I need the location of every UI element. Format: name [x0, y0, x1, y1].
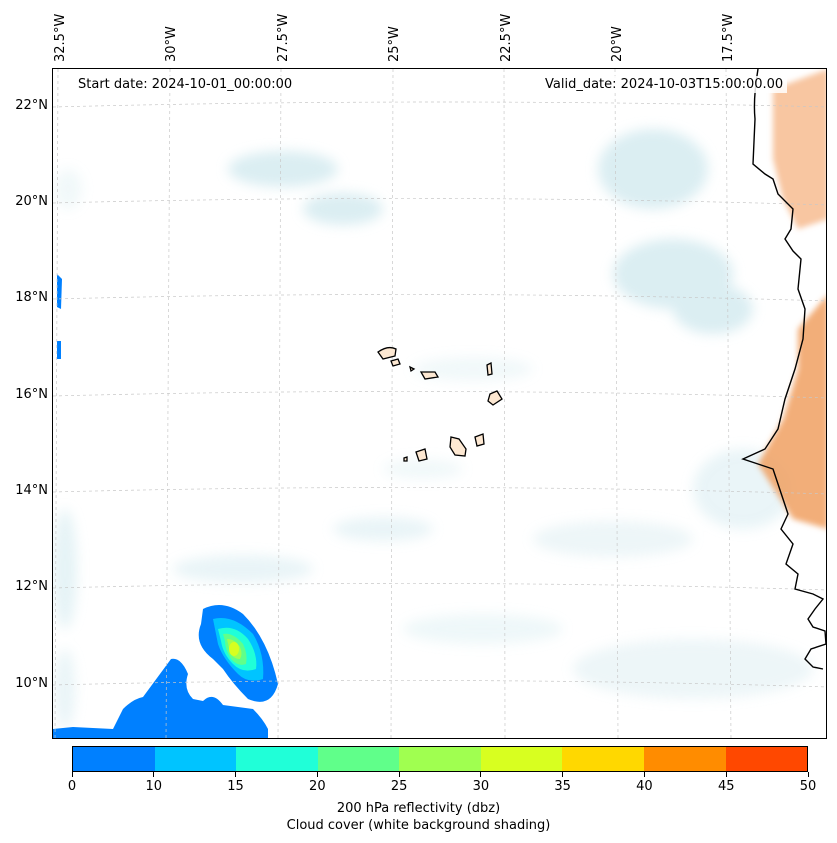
lon-label-17-5w: 17.5°W [721, 13, 736, 62]
map-canvas [53, 69, 826, 738]
colorbar-tick-label: 20 [309, 779, 326, 794]
island-sal [486, 361, 493, 376]
colorbar-segment-6 [562, 747, 644, 771]
valid-date-label: Valid_date: 2024-10-03T15:00:00.00 [541, 76, 788, 93]
colorbar-tick-label: 35 [554, 779, 571, 794]
colorbar-tick-mark [562, 772, 564, 777]
colorbar-sublabel: Cloud cover (white background shading) [286, 818, 551, 833]
lon-label-20w: 20°W [610, 26, 625, 62]
island-brava [403, 456, 408, 462]
lon-label-27-5w: 27.5°W [276, 13, 291, 62]
colorbar-tick-mark [725, 772, 727, 777]
reflectivity-colorbar [72, 746, 808, 772]
lat-label-12n: 12°N [15, 579, 48, 594]
island-fogo [415, 448, 428, 462]
colorbar-tick-label: 10 [145, 779, 163, 794]
colorbar-tick-label: 45 [717, 779, 735, 794]
colorbar-segment-7 [643, 747, 726, 771]
colorbar-segment-0 [73, 747, 155, 771]
graticule [53, 69, 826, 738]
colorbar-tick-mark [643, 772, 645, 777]
colorbar-tick-mark [235, 772, 237, 777]
colorbar-label: 200 hPa reflectivity (dbz) [336, 801, 501, 816]
colorbar-tick-label: 50 [799, 779, 817, 794]
colorbar-tick-mark [316, 772, 318, 777]
colorbar-tick-label: 30 [472, 779, 490, 794]
lon-label-25w: 25°W [387, 26, 402, 62]
colorbar-segment-1 [154, 747, 237, 771]
colorbar-tick-mark [71, 772, 73, 777]
lat-label-10n: 10°N [15, 676, 48, 691]
colorbar-segment-5 [480, 747, 563, 771]
colorbar-segment-3 [317, 747, 400, 771]
colorbar-tick-label: 40 [636, 779, 653, 794]
reflectivity-contours [53, 274, 278, 738]
start-date-label: Start date: 2024-10-01_00:00:00 [74, 76, 297, 93]
island-boa-vista [487, 390, 503, 406]
island-santa-luzia [409, 365, 416, 373]
colorbar-tick-label: 25 [390, 779, 408, 794]
island-maio [474, 433, 485, 447]
colorbar-tick-mark [480, 772, 482, 777]
lat-label-20n: 20°N [15, 194, 48, 209]
colorbar-tick-mark [153, 772, 155, 777]
colorbar-segment-2 [236, 747, 318, 771]
colorbar-segment-8 [725, 747, 808, 771]
coastline [741, 69, 826, 670]
island-sao-nicolau [419, 371, 440, 380]
colorbar-tick-label: 0 [67, 779, 77, 794]
lon-label-22-5w: 22.5°W [499, 13, 514, 62]
island-santiago [449, 436, 467, 457]
land-shading [758, 69, 826, 529]
lat-label-16n: 16°N [15, 387, 48, 402]
colorbar-tick-label: 15 [227, 779, 244, 794]
colorbar-tick-mark [398, 772, 400, 777]
cloud-cover-shading [53, 129, 813, 729]
lon-label-32-5w: 32.5°W [53, 13, 68, 62]
colorbar-tick-mark [807, 772, 809, 777]
lon-label-30w: 30°W [164, 26, 179, 62]
lat-label-18n: 18°N [15, 290, 48, 305]
map-panel [52, 68, 827, 739]
lat-label-14n: 14°N [15, 483, 48, 498]
lat-label-22n: 22°N [15, 98, 48, 113]
cape-verde-islands [377, 346, 503, 462]
colorbar-segment-4 [399, 747, 481, 771]
island-santo-antao [377, 346, 397, 360]
island-sao-vicente [390, 358, 401, 367]
